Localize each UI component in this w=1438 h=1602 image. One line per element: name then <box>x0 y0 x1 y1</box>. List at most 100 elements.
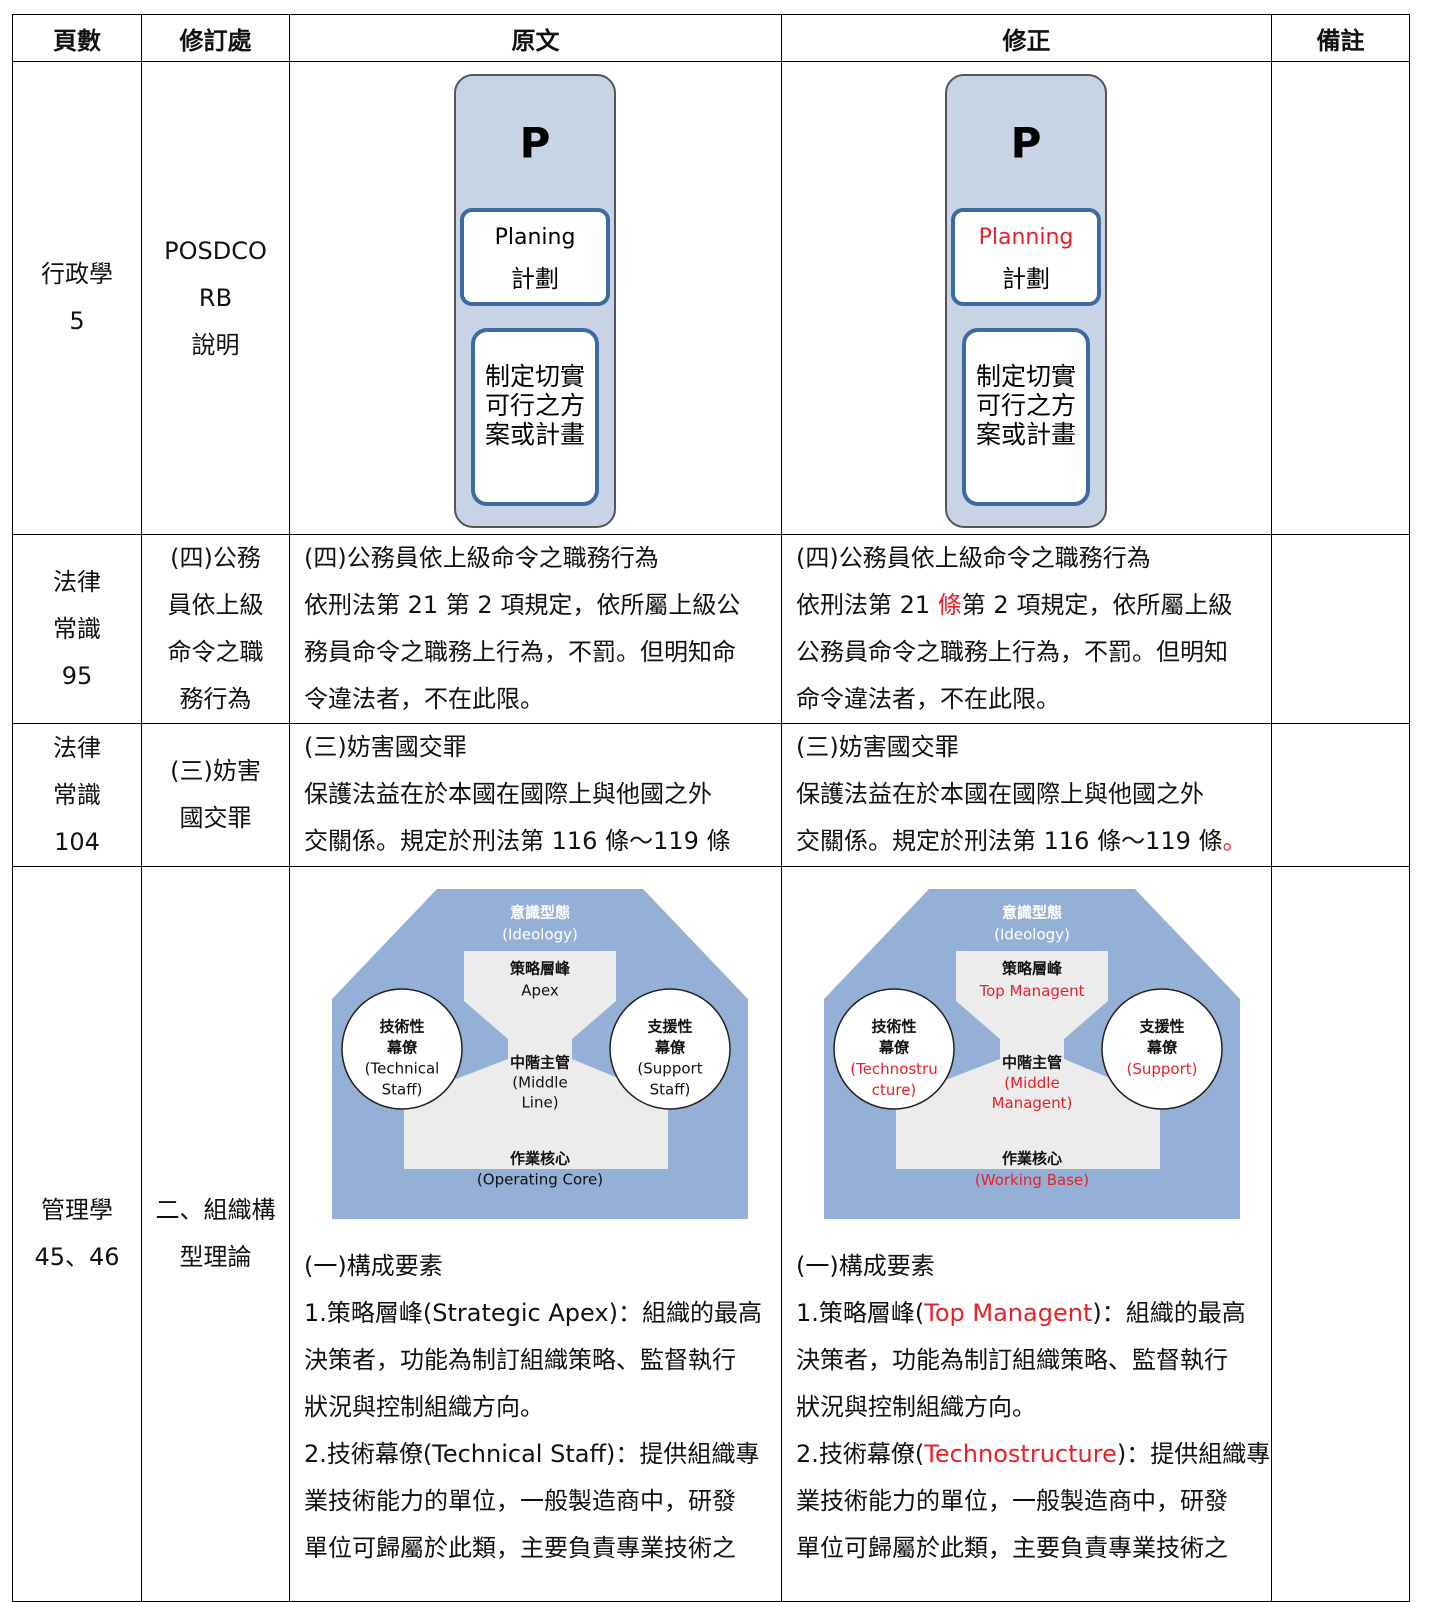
text-line: 單位可歸屬於此類，主要負責專業技術之 <box>304 1534 736 1562</box>
note-cell <box>1271 723 1410 867</box>
text-run: 2.技術幕僚( <box>796 1440 925 1468</box>
hourglass <box>404 951 668 1169</box>
text-line: 2.技術幕僚(Technostructure)：提供組織專 <box>796 1431 1271 1478</box>
original-cell: (四)公務員依上級命令之職務行為依刑法第 21 第 2 項規定，依所屬上級公 務員… <box>289 534 782 724</box>
left-circle <box>833 988 955 1110</box>
left-circle <box>341 988 463 1110</box>
text-line: 依刑法第 21 第 2 項規定，依所屬上級公 <box>304 591 741 619</box>
text-run: )：提供組織專 <box>1116 1440 1271 1468</box>
org-label: 幕僚 <box>386 1039 418 1057</box>
text-line: 公務員命令之職務上行為，不罰。但明知 <box>796 638 1228 666</box>
text-run: 交關係。規定於刑法第 116 條～119 條 <box>796 827 1223 855</box>
text-run: 第 2 項規定，依所屬上級 <box>961 591 1233 619</box>
cell-line: 務行為 <box>179 685 252 713</box>
title: Planning <box>978 225 1073 250</box>
org-label: Line) <box>521 1094 558 1112</box>
text-run: Managent) <box>992 1094 1073 1112</box>
org-label: (Technical <box>365 1060 440 1078</box>
text-run: (Support) <box>1126 1060 1197 1078</box>
location-cell: POSDCO RB 說明 <box>141 61 290 535</box>
text-line: (四)公務員依上級命令之職務行為 <box>304 544 659 572</box>
text-run: Technostructure <box>924 1440 1117 1468</box>
table-row: 法律 常識 95 (四)公務 員依上級 命令之職 務行為 (四)公務員依上級命令之職務行為 依刑… <box>12 534 1410 724</box>
right-circle <box>1101 988 1223 1110</box>
location-cell: 二、組織構 型理論 <box>141 866 290 1602</box>
header-cell: 修訂處 <box>141 14 290 62</box>
cell-line: 管理學 <box>41 1196 113 1224</box>
body-box <box>470 328 599 506</box>
text-line: 1.策略層峰(Strategic Apex)：組織的最高 <box>304 1299 762 1327</box>
text-run: 條 <box>937 591 962 619</box>
text-line: 交關係。規定於刑法第 116 條～119 條。 <box>796 818 1271 865</box>
org-label: Staff) <box>382 1081 423 1099</box>
org-label: (Ideology) <box>994 926 1070 944</box>
text-line: 令違法者，不在此限。 <box>304 685 544 713</box>
cell-line: 法律 <box>53 733 101 762</box>
text-line: (一)構成要素 <box>304 1252 443 1280</box>
header-cell: 原文 <box>289 14 782 62</box>
revised-cell: (四)公務員依上級命令之職務行為 依刑法第 21 條第 2 項規定，依所屬上級 公務… <box>781 534 1272 724</box>
org-label: (Ideology) <box>502 926 578 944</box>
org-label: 中階主管 <box>510 1054 570 1072</box>
text-line: (三)妨害國交罪 <box>796 733 959 761</box>
text-run: Planing <box>494 225 575 250</box>
text-line: 命令違法者，不在此限。 <box>796 685 1060 713</box>
original-cell: 意識型態 (Ideology) 策略層峰 Apex 技術性 幕僚 (Technical Sta… <box>289 866 782 1602</box>
title-box <box>459 208 610 306</box>
org-label: 作業核心 <box>510 1150 570 1168</box>
cell-line: 法律 <box>53 567 101 596</box>
body-line: 案或計畫 <box>975 420 1075 449</box>
org-label: (Middle <box>1004 1074 1059 1092</box>
revised-cell: (三)妨害國交罪 保護法益在於本國在國際上與他國之外 交關係。規定於刑法第 116 … <box>781 723 1272 867</box>
cell-line: 型理論 <box>179 1243 252 1271</box>
text-run: Top Managent <box>924 1299 1093 1327</box>
cell-line: 員依上級 <box>167 591 264 619</box>
org-label: cture) <box>872 1081 917 1099</box>
spacer <box>796 1221 1271 1243</box>
text-line: 務員命令之職務上行為，不罰。但明知命 <box>304 638 736 666</box>
page-cell: 行政學 5 <box>12 61 142 535</box>
cell-line: 5 <box>69 307 85 335</box>
page-cell: 法律 常識 104 <box>12 723 142 867</box>
title-box <box>950 208 1101 306</box>
org-label: 意識型態 <box>510 904 570 922</box>
org-label: (Support) <box>1126 1060 1197 1078</box>
text-run: 依刑法第 21 <box>796 591 938 619</box>
note-cell <box>1271 61 1410 535</box>
note-cell <box>1271 534 1410 724</box>
original-cell: (三)妨害國交罪 保護法益在於本國在國際上與他國之外 交關係。規定於刑法第 116 … <box>289 723 782 867</box>
text-line: 依刑法第 21 條第 2 項規定，依所屬上級 <box>796 582 1271 629</box>
page-cell: 管理學 45、46 <box>12 866 142 1602</box>
text-run: 1.策略層峰( <box>796 1299 925 1327</box>
cell-line: 95 <box>61 661 93 690</box>
body-line: 制定切實 <box>975 362 1075 391</box>
body-line: 可行之方 <box>975 391 1075 420</box>
cell-line: RB <box>198 283 233 312</box>
page-cell: 法律常識 95 <box>12 534 142 724</box>
org-label: 支援性 <box>1138 1018 1184 1036</box>
text-line: 決策者，功能為制訂組織策略、監督執行 <box>304 1346 736 1374</box>
org-label: 技術性 <box>871 1018 916 1036</box>
text-run: (Working Base) <box>975 1171 1089 1189</box>
text-line: 狀況與控制組織方向。 <box>304 1393 544 1421</box>
revision-table: 頁數 修訂處 原文 修正 備註 行政學 5 POSDCO RB 說明 P Planing 計劃 制定切實可… <box>12 14 1410 1602</box>
org-label: 幕僚 <box>878 1039 910 1057</box>
text-line: 狀況與控制組織方向。 <box>796 1393 1036 1421</box>
text-line: 決策者，功能為制訂組織策略、監督執行 <box>796 1346 1228 1374</box>
cell-line: 常識 <box>53 614 101 643</box>
header-cell: 修正 <box>781 14 1272 62</box>
org-label: (Middle <box>512 1074 567 1092</box>
header-cell: 備註 <box>1271 14 1410 62</box>
text-run: 。 <box>1222 827 1247 855</box>
text-line: (四)公務員依上級命令之職務行為 <box>796 544 1151 572</box>
org-label: Apex <box>521 982 559 1000</box>
org-label: 策略層峰 <box>1001 960 1063 978</box>
org-label: (Working Base) <box>975 1171 1089 1189</box>
text-run: )：組織的最高 <box>1092 1299 1246 1327</box>
spacer <box>304 1221 781 1243</box>
org-label: 中階主管 <box>1002 1054 1062 1072</box>
cell-line: (三)妨害 <box>170 757 261 785</box>
text-line: (一)構成要素 <box>796 1252 935 1280</box>
